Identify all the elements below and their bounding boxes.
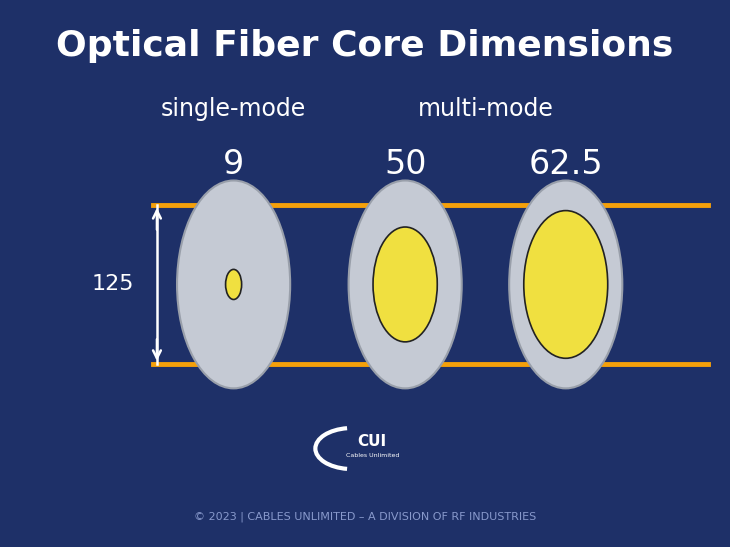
Text: multi-mode: multi-mode xyxy=(418,97,553,121)
Ellipse shape xyxy=(510,181,622,388)
Text: 9: 9 xyxy=(223,148,245,181)
Text: CUI: CUI xyxy=(358,434,387,449)
Text: Optical Fiber Core Dimensions: Optical Fiber Core Dimensions xyxy=(56,30,674,63)
Ellipse shape xyxy=(373,227,437,342)
Text: single-mode: single-mode xyxy=(161,97,306,121)
Ellipse shape xyxy=(349,181,462,388)
Text: 62.5: 62.5 xyxy=(529,148,603,181)
Text: © 2023 | CABLES UNLIMITED – A DIVISION OF RF INDUSTRIES: © 2023 | CABLES UNLIMITED – A DIVISION O… xyxy=(194,511,536,522)
Ellipse shape xyxy=(226,269,242,300)
Ellipse shape xyxy=(524,211,607,358)
Ellipse shape xyxy=(177,181,291,388)
Text: 125: 125 xyxy=(92,275,134,294)
Text: 50: 50 xyxy=(384,148,426,181)
Text: Cables Unlimited: Cables Unlimited xyxy=(345,453,399,458)
